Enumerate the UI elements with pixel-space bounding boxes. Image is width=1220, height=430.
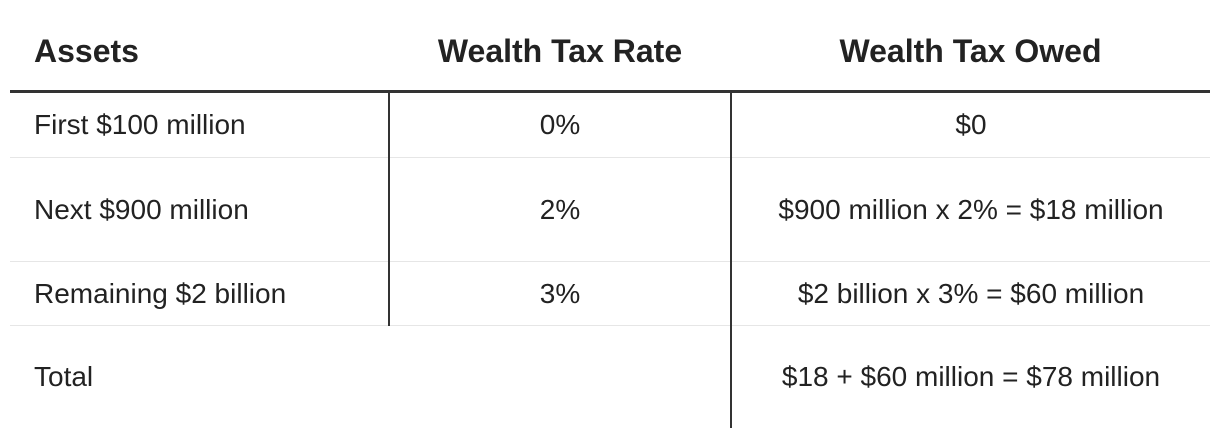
cell: First $100 million xyxy=(10,91,389,158)
total-row: Total $18 + $60 million = $78 million xyxy=(10,325,1210,428)
cell: 2% xyxy=(388,157,731,262)
table-row: Next $900 million 2% $900 million x 2% =… xyxy=(10,157,1210,262)
column-header: Wealth Tax Owed xyxy=(731,12,1210,93)
cell: Total xyxy=(34,361,94,392)
cell: Remaining $2 billion xyxy=(10,261,389,326)
table-row: First $100 million 0% $0 xyxy=(10,91,1210,158)
cell: $900 million x 2% = $18 million xyxy=(730,157,1210,262)
cell: 3% xyxy=(388,261,731,326)
header-row: Assets Wealth Tax Rate Wealth Tax Owed xyxy=(10,12,1210,93)
column-header: Assets xyxy=(10,12,389,93)
column-header: Wealth Tax Rate xyxy=(389,12,731,93)
cell: 0% xyxy=(388,91,731,158)
tax-table: Assets Wealth Tax Rate Wealth Tax Owed F… xyxy=(10,12,1210,428)
table-row: Remaining $2 billion 3% $2 billion x 3% … xyxy=(10,261,1210,326)
cell: Next $900 million xyxy=(10,157,389,262)
cell: $0 xyxy=(730,91,1210,158)
cell: $18 + $60 million = $78 million xyxy=(730,325,1210,428)
cell: $2 billion x 3% = $60 million xyxy=(730,261,1210,326)
